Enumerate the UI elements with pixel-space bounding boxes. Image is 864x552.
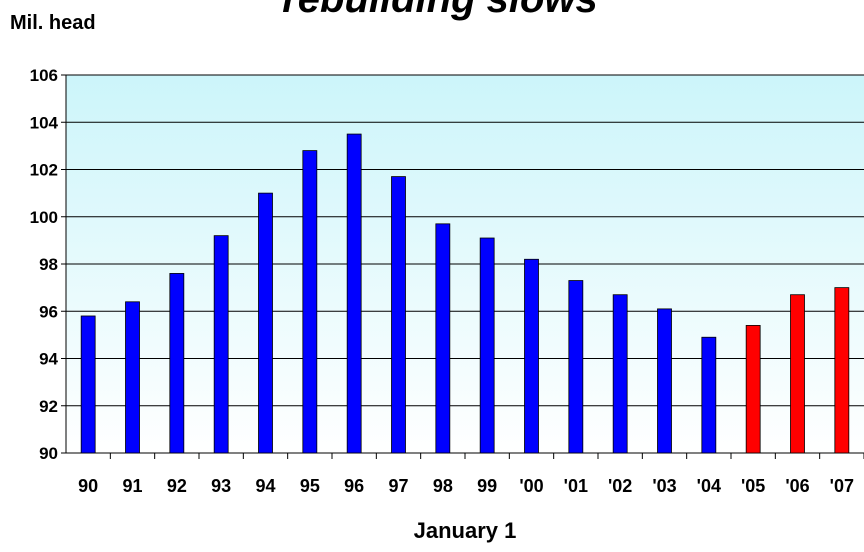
- chart-title: rebuilding slows: [282, 0, 598, 21]
- bar: [524, 258, 539, 454]
- x-tick-label: '03: [652, 476, 676, 496]
- y-tick-label: 98: [39, 255, 58, 274]
- y-tick-label: 104: [30, 113, 59, 132]
- bar: [701, 336, 717, 454]
- x-tick-label: 91: [122, 476, 142, 496]
- bar: [435, 223, 451, 454]
- x-tick-label: 95: [300, 476, 320, 496]
- x-tick-label: 93: [211, 476, 231, 496]
- x-tick-label: '05: [741, 476, 765, 496]
- bar: [391, 176, 406, 454]
- y-tick-label: 106: [30, 66, 58, 85]
- x-tick-label: 98: [433, 476, 453, 496]
- y-axis-label: Mil. head: [10, 12, 96, 34]
- bar: [80, 315, 96, 454]
- x-tick-label: '07: [830, 476, 854, 496]
- y-tick-label: 90: [39, 444, 58, 463]
- bar: [213, 235, 229, 454]
- bar: [745, 325, 761, 454]
- y-tick-label: 94: [39, 350, 58, 369]
- y-tick-label: 96: [39, 302, 58, 321]
- bar: [612, 294, 628, 454]
- x-tick-label: '00: [519, 476, 543, 496]
- bar: [302, 150, 318, 454]
- x-tick-label: 94: [255, 476, 275, 496]
- y-tick-label: 92: [39, 397, 58, 416]
- x-tick-label: 92: [167, 476, 187, 496]
- bar: [346, 133, 362, 454]
- y-tick-label: 102: [30, 161, 58, 180]
- bar: [125, 301, 140, 454]
- bar: [568, 280, 584, 454]
- bar: [657, 308, 672, 454]
- bar: [479, 237, 495, 454]
- x-axis-label: January 1: [414, 518, 517, 543]
- x-tick-label: 99: [477, 476, 497, 496]
- x-tick-label: '01: [564, 476, 588, 496]
- x-tick-label: 90: [78, 476, 98, 496]
- x-tick-label: 96: [344, 476, 364, 496]
- x-tick-label: '06: [785, 476, 809, 496]
- y-tick-label: 100: [30, 208, 58, 227]
- x-tick-label: 97: [388, 476, 408, 496]
- bar: [790, 294, 805, 454]
- x-tick-label: '02: [608, 476, 632, 496]
- bar: [258, 192, 273, 454]
- bar: [169, 273, 185, 454]
- bar: [834, 287, 850, 454]
- x-tick-label: '04: [697, 476, 721, 496]
